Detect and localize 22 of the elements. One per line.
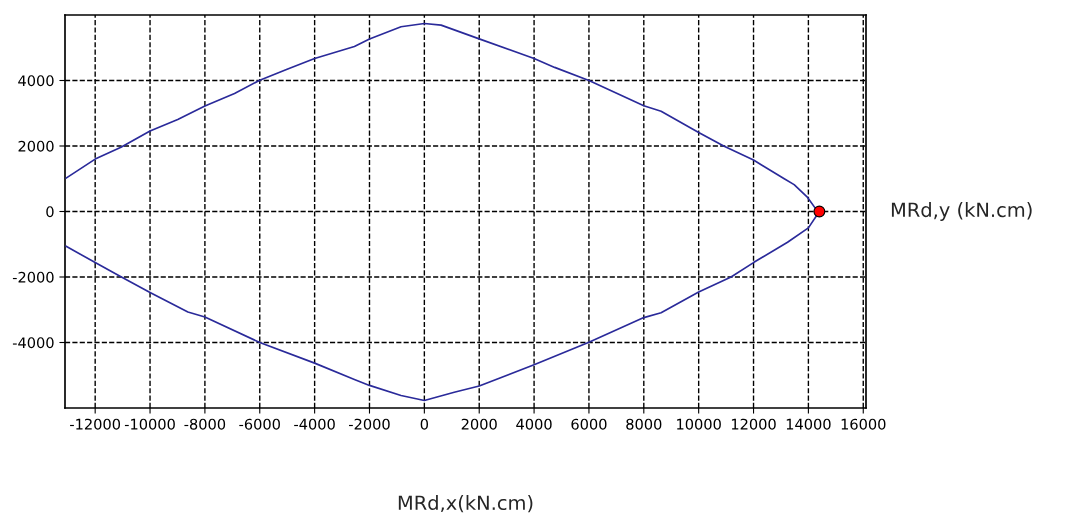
y-tick-label: -4000 (12, 337, 54, 349)
x-tick-label: -12000 (70, 418, 121, 430)
x-tick-label: 12000 (731, 418, 776, 430)
x-tick-label: -2000 (349, 418, 390, 430)
x-tick-label: 10000 (677, 418, 721, 430)
x-tick-label: 6000 (571, 418, 607, 430)
x-tick-label: -4000 (294, 418, 335, 430)
x-tick-label: 16000 (841, 418, 886, 430)
y-tick-label: 0 (46, 206, 54, 218)
x-tick-label: 4000 (516, 418, 552, 430)
y-axis-title: MRd,y (kN.cm) (891, 202, 1032, 221)
x-tick-label: -6000 (239, 418, 280, 430)
y-tick-label: 4000 (18, 75, 54, 87)
x-axis-title: MRd,x(kN.cm) (398, 495, 533, 513)
y-tick-label: -2000 (12, 271, 54, 283)
y-tick-label: 2000 (18, 140, 54, 152)
x-tick-label: -8000 (184, 418, 226, 430)
x-tick-label: -10000 (124, 418, 175, 430)
x-tick-label: 8000 (626, 418, 662, 430)
x-tick-label: 0 (420, 418, 429, 430)
x-tick-label: 14000 (786, 418, 831, 430)
x-tick-label: 2000 (461, 418, 497, 430)
